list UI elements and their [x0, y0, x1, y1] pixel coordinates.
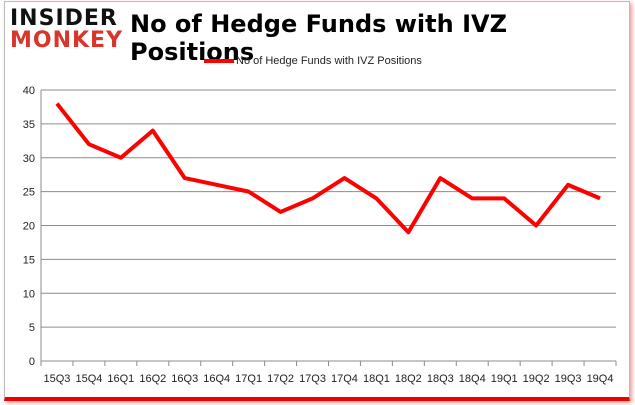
x-tick-label: 17Q3 [299, 373, 326, 385]
series-line [55, 102, 601, 235]
y-tick-label: 30 [23, 153, 35, 165]
x-tick-label: 16Q3 [171, 373, 198, 385]
x-tick-label: 19Q1 [491, 373, 518, 385]
legend-swatch [204, 59, 234, 63]
legend: No of Hedge Funds with IVZ Positions [204, 55, 422, 67]
y-tick-label: 15 [23, 254, 35, 266]
y-tick-label: 5 [29, 322, 35, 334]
y-tick-label: 40 [23, 85, 35, 97]
x-tick-label: 17Q1 [235, 373, 262, 385]
x-tick-label: 18Q2 [395, 373, 422, 385]
x-tick-label: 15Q4 [75, 373, 102, 385]
x-tick-label: 19Q3 [555, 373, 582, 385]
x-tick-label: 16Q2 [139, 373, 166, 385]
legend-label: No of Hedge Funds with IVZ Positions [236, 55, 422, 67]
x-tick-label: 17Q4 [331, 373, 358, 385]
x-tick-label: 18Q1 [363, 373, 390, 385]
logo-insider: INSIDER [10, 6, 118, 31]
y-tick-label: 20 [23, 221, 35, 233]
x-tick-label: 15Q3 [44, 373, 71, 385]
chart-title: No of Hedge Funds with IVZ Positions [130, 10, 507, 66]
x-tick-label: 17Q2 [267, 373, 294, 385]
x-tick-label: 18Q3 [427, 373, 454, 385]
x-tick-label: 16Q1 [107, 373, 134, 385]
logo-monkey: MONKEY [10, 28, 124, 53]
x-tick-label: 16Q4 [203, 373, 230, 385]
y-tick-label: 25 [23, 187, 35, 199]
x-tick-label: 18Q4 [459, 373, 486, 385]
y-tick-label: 35 [23, 119, 35, 131]
chart-frame [4, 1, 630, 401]
x-tick-label: 19Q4 [587, 373, 614, 385]
x-tick-label: 19Q2 [523, 373, 550, 385]
y-tick-label: 0 [29, 356, 35, 368]
y-tick-label: 10 [23, 288, 35, 300]
